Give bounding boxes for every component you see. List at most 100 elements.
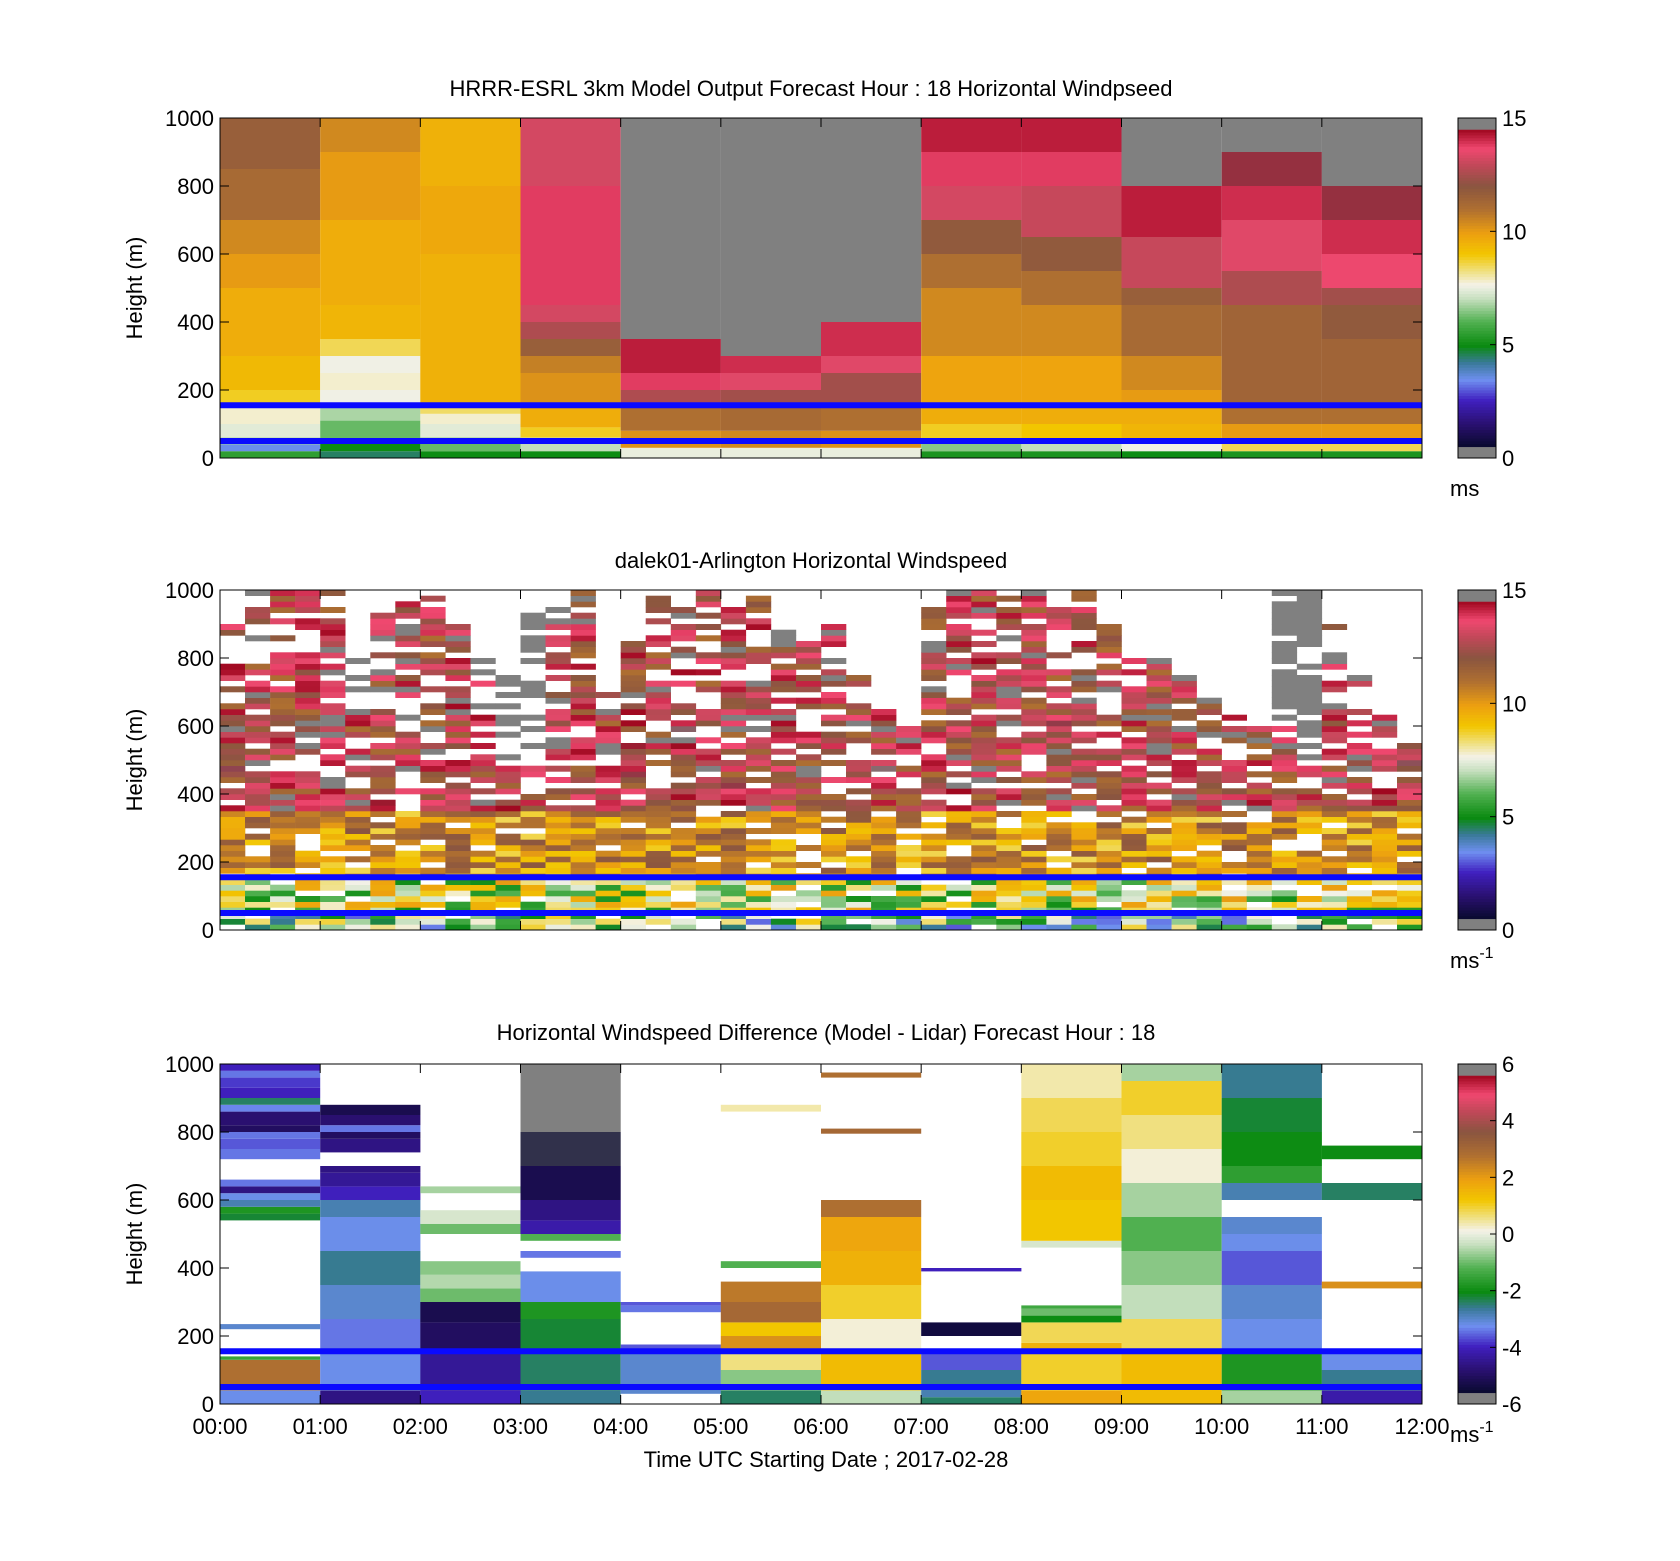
heatmap-cell (470, 833, 496, 840)
heatmap-cell (320, 884, 346, 891)
heatmap-cell (545, 709, 571, 715)
heatmap-cell (545, 845, 571, 851)
heatmap-cell (720, 641, 747, 647)
heatmap-cell (921, 924, 947, 931)
heatmap-cell (1121, 850, 1147, 857)
colorbar-swatch (1458, 1364, 1496, 1368)
heatmap-cell (220, 1077, 321, 1088)
heatmap-cell (1171, 675, 1197, 681)
heatmap-cell (1021, 884, 1047, 891)
heatmap-cell (1221, 771, 1247, 778)
y-tick-label: 1000 (165, 1052, 214, 1077)
heatmap-cell (720, 811, 747, 817)
heatmap-cell (1296, 686, 1323, 693)
heatmap-cell (921, 675, 947, 681)
colorbar-swatch (1458, 296, 1496, 300)
heatmap-cell (370, 845, 396, 851)
heatmap-cell (620, 652, 646, 659)
colorbar-swatch (1458, 1231, 1496, 1235)
heatmap-cell (420, 720, 446, 727)
heatmap-cell (1071, 924, 1097, 931)
heatmap-cell (796, 765, 822, 772)
heatmap-cell (470, 850, 496, 857)
heatmap-cell (1371, 754, 1398, 761)
heatmap-cell (921, 799, 947, 806)
heatmap-cell (1196, 884, 1222, 891)
colorbar-swatch (1458, 123, 1496, 127)
heatmap-cell (270, 828, 296, 834)
heatmap-cell (921, 788, 947, 795)
heatmap-cell (846, 896, 872, 902)
colorbar-swatch (1458, 1387, 1496, 1391)
heatmap-cell (370, 618, 396, 625)
heatmap-cell (645, 833, 671, 840)
heatmap-cell (320, 856, 346, 863)
heatmap-cell (921, 288, 1022, 356)
heatmap-cell (295, 714, 321, 721)
x-tick-label: 10:00 (1194, 1414, 1249, 1439)
heatmap-cell (445, 663, 471, 670)
heatmap-cell (1271, 686, 1298, 693)
heatmap-cell (996, 652, 1022, 659)
heatmap-cell (1021, 675, 1047, 681)
colorbar-swatch (1458, 435, 1496, 439)
colorbar-swatch (1458, 407, 1496, 411)
heatmap-cell (270, 595, 296, 602)
heatmap-cell (270, 839, 296, 846)
heatmap-cell (946, 867, 972, 874)
heatmap-cell (620, 811, 646, 817)
heatmap-cell (1296, 811, 1323, 817)
heatmap-cell (921, 856, 947, 863)
heatmap-cell (220, 288, 321, 356)
heatmap-cell (971, 726, 997, 732)
heatmap-cell (1371, 856, 1398, 863)
heatmap-cell (220, 1356, 321, 1360)
heatmap-cell (971, 811, 997, 817)
heatmap-cell (921, 646, 947, 653)
heatmap-cell (1021, 271, 1122, 305)
heatmap-cell (245, 703, 271, 710)
heatmap-cell (370, 850, 396, 857)
heatmap-cell (420, 890, 446, 897)
heatmap-cell (245, 805, 271, 812)
heatmap-cell (796, 754, 822, 761)
heatmap-cell (1021, 686, 1047, 693)
heatmap-cell (220, 884, 246, 891)
heatmap-cell (1021, 1305, 1122, 1309)
heatmap-cell (1071, 845, 1097, 851)
heatmap-cell (520, 1064, 621, 1132)
heatmap-cell (645, 901, 671, 908)
heatmap-cell (595, 833, 621, 840)
heatmap-cell (1346, 799, 1373, 806)
heatmap-cell (320, 709, 346, 715)
heatmap-cell (871, 833, 897, 840)
heatmap-cell (445, 794, 471, 800)
heatmap-cell (520, 1234, 621, 1241)
heatmap-cell (295, 816, 321, 823)
heatmap-cell (1071, 618, 1097, 625)
heatmap-cell (1296, 618, 1323, 625)
heatmap-cell (220, 1186, 321, 1194)
heatmap-cell (370, 726, 396, 732)
heatmap-cell (1071, 799, 1097, 806)
heatmap-cell (645, 731, 671, 738)
heatmap-cell (996, 839, 1022, 846)
heatmap-cell (1121, 669, 1147, 676)
heatmap-cell (595, 822, 621, 829)
colorbar-swatch (1458, 1123, 1496, 1127)
heatmap-cell (1246, 828, 1272, 834)
colorbar-frame (1457, 117, 1497, 459)
heatmap-cell (1146, 850, 1172, 857)
heatmap-cell (220, 850, 246, 857)
heatmap-cell (570, 624, 596, 630)
heatmap-cell (1096, 669, 1122, 676)
x-axis-ticks (219, 590, 1423, 930)
heatmap-cell (946, 743, 972, 749)
heatmap-cell (470, 714, 496, 721)
heatmap-cell (1397, 850, 1423, 857)
heatmap-cell (1171, 918, 1197, 925)
heatmap-cell (570, 811, 596, 817)
heatmap-cell (971, 731, 997, 738)
heatmap-cell (871, 862, 897, 868)
heatmap-cell (245, 839, 271, 846)
